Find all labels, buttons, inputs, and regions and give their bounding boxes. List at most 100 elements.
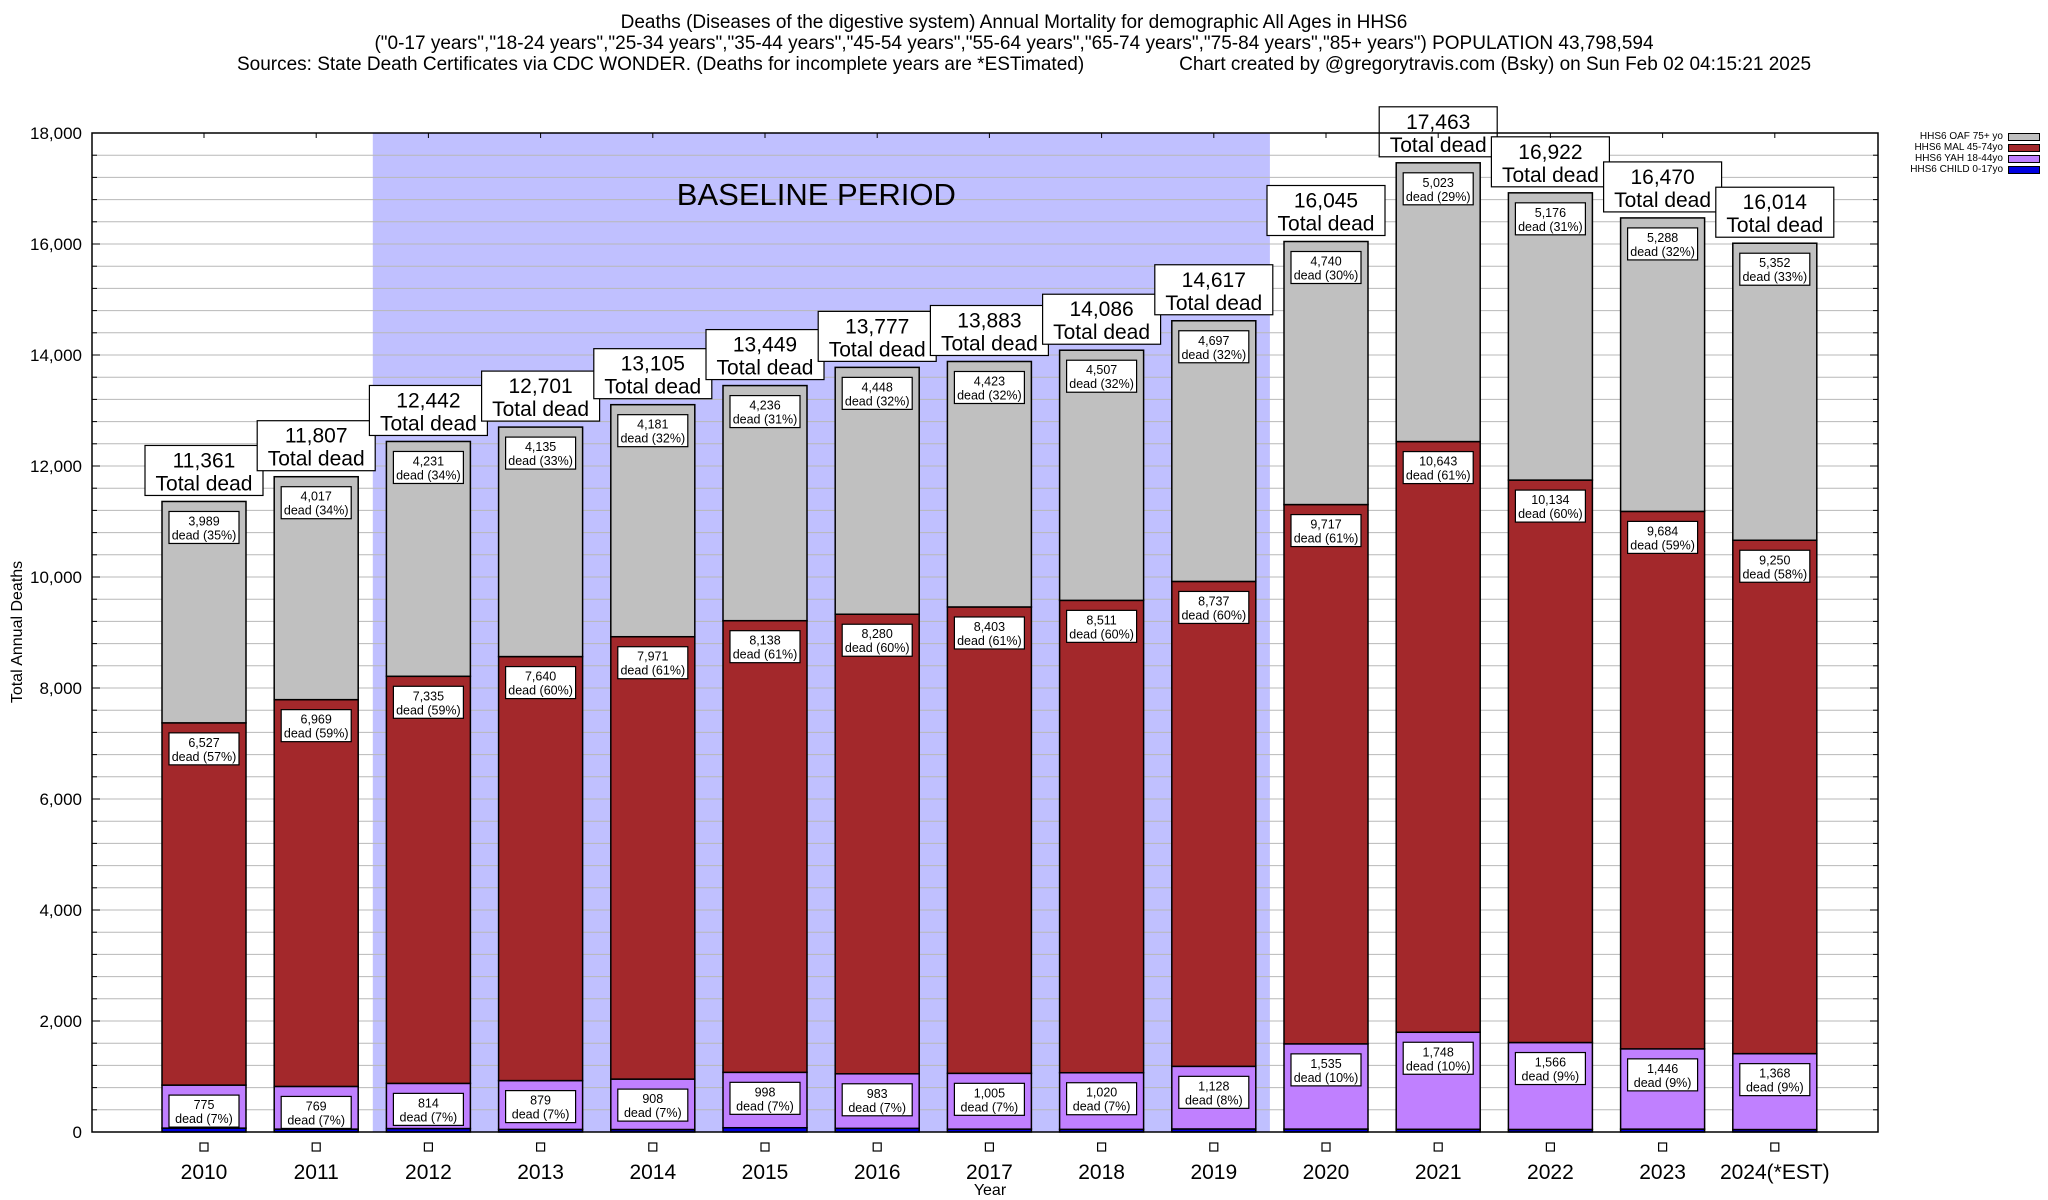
segment-pct-label: dead (33%) (1742, 270, 1807, 284)
segment-value-label: 10,134 (1531, 493, 1569, 507)
x-tick-marker (872, 1142, 882, 1152)
legend-label: HHS6 MAL 45-74yo (1914, 142, 2003, 153)
x-tick-label: 2022 (1527, 1161, 1574, 1184)
bar-segment-hhs6-mal-45-74yo (1732, 539, 1818, 1055)
x-tick-label: 2012 (405, 1161, 452, 1184)
segment-value-label: 3,989 (188, 514, 219, 528)
total-suffix-label: Total dead (380, 412, 477, 435)
bar-segment-hhs6-oaf-75-yo (1395, 162, 1481, 443)
total-value-label: 16,014 (1743, 191, 1808, 214)
segment-pct-label: dead (29%) (1406, 190, 1471, 204)
segment-value-label: 9,250 (1759, 553, 1790, 567)
plot-frame (91, 132, 1879, 1133)
total-value-label: 12,701 (508, 375, 572, 398)
segment-label-box (1626, 520, 1699, 554)
segment-value-label: 7,971 (637, 650, 668, 664)
total-suffix-label: Total dead (717, 357, 814, 380)
credit-text: Chart created by @gregorytravis.com (Bsk… (1179, 54, 1812, 75)
x-tick-marker (423, 1142, 433, 1152)
segment-pct-label: dead (60%) (845, 641, 910, 655)
total-suffix-label: Total dead (1278, 213, 1375, 236)
total-label-box (1715, 186, 1835, 238)
segment-value-label: 6,527 (188, 736, 219, 750)
segment-pct-label: dead (59%) (1630, 538, 1695, 552)
legend-swatch (2008, 154, 2040, 163)
legend-item-child: HHS6 CHILD 0-17yo (1880, 164, 2040, 175)
segment-pct-label: dead (7%) (1073, 1100, 1131, 1114)
segment-label-box (1739, 1063, 1811, 1097)
total-suffix-label: Total dead (268, 448, 365, 471)
segment-label-box (1514, 489, 1587, 523)
segment-value-label: 4,231 (413, 454, 444, 468)
segment-value-label: 998 (755, 1085, 776, 1099)
segment-value-label: 1,005 (974, 1086, 1005, 1100)
segment-pct-label: dead (32%) (620, 432, 685, 446)
segment-pct-label: dead (31%) (733, 413, 798, 427)
segment-value-label: 879 (530, 1094, 551, 1108)
segment-value-label: 7,335 (413, 689, 444, 703)
total-label-box (481, 370, 601, 422)
total-suffix-label: Total dead (1726, 214, 1823, 237)
legend-label: HHS6 OAF 75+ yo (1919, 131, 2003, 142)
segment-pct-label: dead (60%) (1518, 507, 1583, 521)
bar-segment-hhs6-mal-45-74yo (1507, 479, 1594, 1044)
y-tick-label: 12,000 (30, 457, 82, 476)
segment-label-box (392, 450, 464, 485)
x-tick-marker (199, 1142, 209, 1152)
x-tick-marker (1770, 1142, 1780, 1152)
segment-value-label: 1,446 (1647, 1062, 1678, 1076)
chart-subtitle-age-groups: ("0-17 years","18-24 years","25-34 years… (374, 33, 1654, 54)
segment-value-label: 1,535 (1310, 1057, 1341, 1071)
total-value-label: 16,470 (1630, 166, 1694, 189)
segment-label-box (392, 685, 464, 719)
segment-label-box (1402, 450, 1474, 485)
total-label-box (817, 310, 937, 362)
segment-pct-label: dead (59%) (396, 703, 461, 717)
segment-label-box (1626, 227, 1699, 261)
segment-label-box (1178, 330, 1250, 364)
segment-value-label: 5,352 (1759, 256, 1790, 270)
segment-pct-label: dead (58%) (1742, 567, 1807, 581)
legend: HHS6 OAF 75+ yo HHS6 MAL 45-74yo HHS6 YA… (1880, 131, 2040, 175)
segment-pct-label: dead (10%) (1294, 1071, 1359, 1085)
x-tick-label: 2024(*EST) (1720, 1161, 1830, 1184)
segment-label-box (729, 394, 801, 429)
segment-value-label: 4,740 (1310, 255, 1341, 269)
segment-label-box (953, 616, 1026, 650)
total-value-label: 13,883 (957, 309, 1021, 332)
segment-value-label: 4,236 (749, 399, 780, 413)
y-tick-label: 18,000 (30, 124, 82, 143)
segment-pct-label: dead (7%) (848, 1101, 906, 1115)
x-tick-marker (1209, 1142, 1219, 1152)
total-value-label: 14,086 (1069, 298, 1133, 321)
segment-label-box (1402, 172, 1474, 206)
segment-pct-label: dead (61%) (957, 634, 1022, 648)
segment-value-label: 1,566 (1535, 1056, 1566, 1070)
segment-label-box (1065, 359, 1138, 393)
segment-label-box (505, 1090, 577, 1124)
segment-label-box (168, 732, 240, 766)
segment-pct-label: dead (34%) (284, 504, 349, 518)
total-suffix-label: Total dead (1165, 292, 1262, 315)
segment-label-box (280, 486, 352, 520)
total-value-label: 14,617 (1182, 269, 1246, 292)
bar-segment-hhs6-mal-45-74yo (1619, 510, 1706, 1050)
segment-pct-label: dead (32%) (845, 394, 910, 408)
total-value-label: 16,045 (1294, 190, 1358, 213)
segment-pct-label: dead (7%) (287, 1113, 345, 1127)
segment-label-box (1290, 250, 1362, 285)
segment-pct-label: dead (7%) (624, 1106, 682, 1120)
x-tick-marker (1657, 1142, 1668, 1152)
segment-value-label: 6,969 (301, 713, 332, 727)
segment-pct-label: dead (33%) (508, 454, 573, 468)
segment-label-box (953, 1082, 1026, 1116)
segment-value-label: 814 (418, 1096, 439, 1110)
x-tick-label: 2017 (966, 1161, 1013, 1184)
segment-label-box (729, 1081, 801, 1115)
total-suffix-label: Total dead (1614, 189, 1711, 212)
total-label-box (593, 348, 713, 400)
total-suffix-label: Total dead (941, 332, 1038, 355)
segment-value-label: 10,643 (1419, 455, 1457, 469)
total-label-box (1266, 184, 1386, 237)
